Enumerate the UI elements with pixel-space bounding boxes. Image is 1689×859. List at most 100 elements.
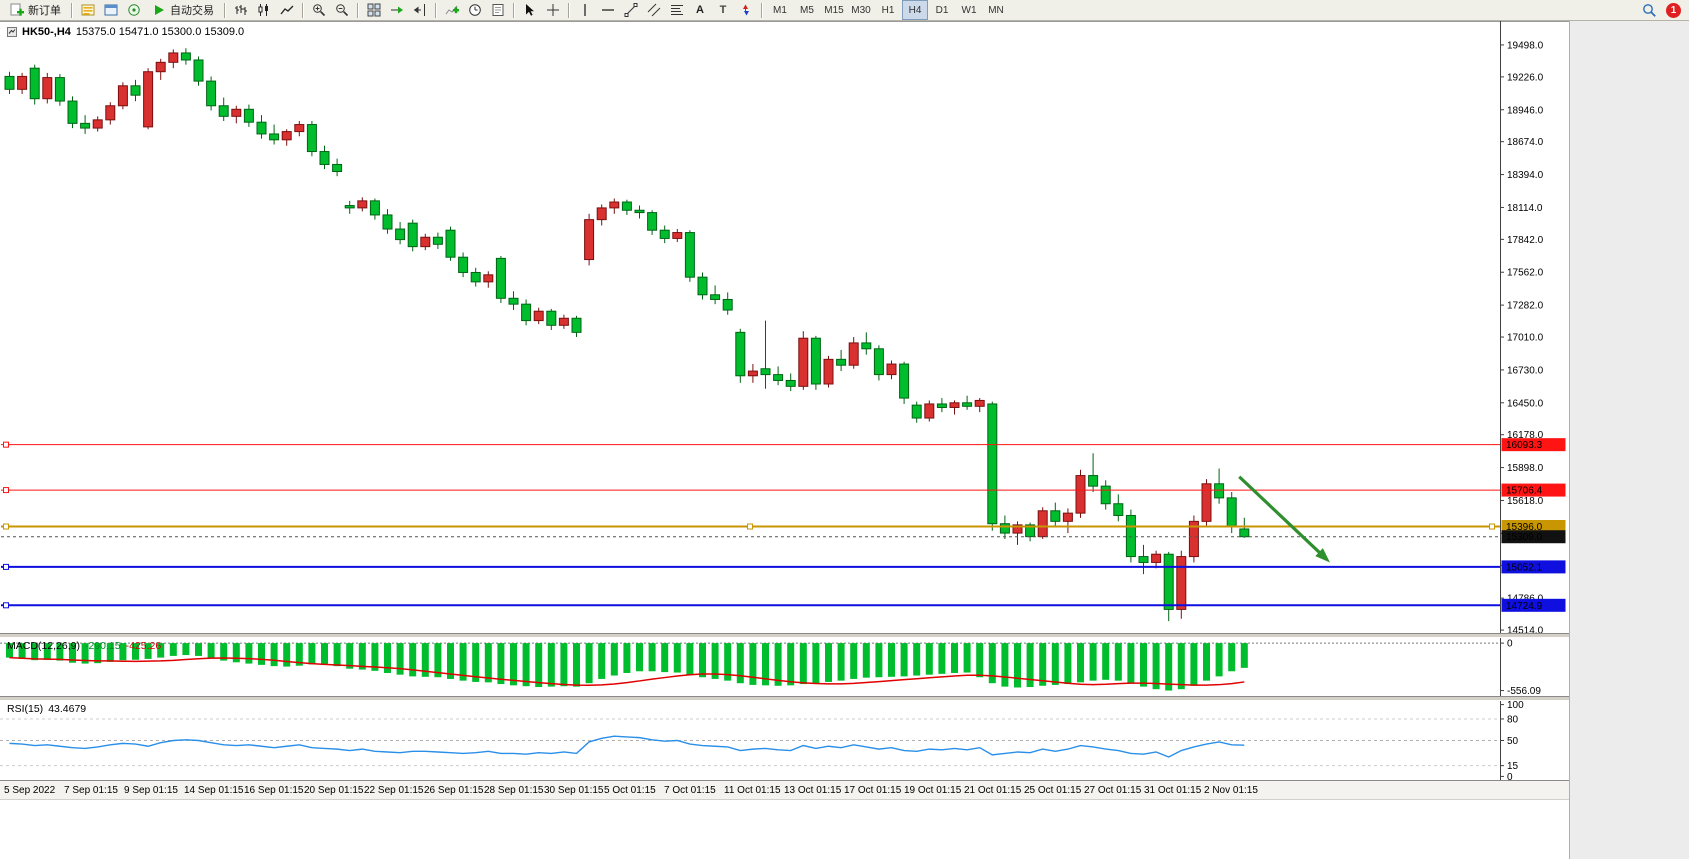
toolbar-separator (357, 2, 359, 18)
timeframe-M30[interactable]: M30 (851, 4, 871, 16)
timeframe-D1[interactable]: D1 (935, 4, 949, 16)
timeframe-group: M1 M5 M15 M30 H1 H4 D1 W1 MN (767, 0, 1009, 20)
search-button[interactable] (1638, 0, 1660, 20)
fibonacci-icon (671, 5, 683, 15)
hline-object-15396.0[interactable] (1, 523, 1500, 530)
hline-object-15052.1[interactable] (1, 563, 1500, 570)
panel-separator[interactable] (0, 695, 1569, 701)
trendline-icon (624, 3, 638, 17)
fibonacci-tool-button[interactable] (666, 0, 688, 20)
navigator-button[interactable] (123, 0, 145, 20)
date-label: 7 Oct 01:15 (664, 784, 716, 796)
timeframe-H1[interactable]: H1 (881, 4, 895, 16)
market-watch-button[interactable] (77, 0, 99, 20)
svg-text:0: 0 (1507, 771, 1513, 779)
bar-chart-button[interactable] (230, 0, 252, 20)
zoom-out-button[interactable] (331, 0, 353, 20)
svg-text:-556.09: -556.09 (1507, 686, 1541, 696)
market-watch-icon (81, 4, 95, 16)
autotrading-play-icon (155, 5, 164, 15)
svg-text:16450.0: 16450.0 (1507, 398, 1544, 409)
arrow-object[interactable] (1238, 475, 1330, 563)
svg-text:19498.0: 19498.0 (1507, 40, 1544, 51)
svg-text:15898.0: 15898.0 (1507, 463, 1544, 474)
timeframe-M1[interactable]: M1 (773, 4, 787, 16)
window-bottom-area (0, 798, 1569, 859)
new-order-button[interactable]: 新订单 (4, 0, 67, 20)
notification-badge[interactable]: 1 (1666, 2, 1681, 18)
date-label: 13 Oct 01:15 (784, 784, 842, 796)
svg-text:15618.0: 15618.0 (1507, 496, 1544, 507)
auto-scroll-button[interactable] (386, 0, 408, 20)
candlestick-chart-button[interactable] (253, 0, 275, 20)
hline-object-15706.4[interactable] (1, 487, 1500, 494)
search-icon (1642, 3, 1656, 17)
date-label: 28 Sep 01:15 (484, 784, 544, 796)
svg-text:15309.0: 15309.0 (1506, 532, 1543, 543)
autotrading-button[interactable]: 自动交易 (146, 0, 220, 20)
date-label: 11 Oct 01:15 (724, 784, 781, 796)
channel-tool-button[interactable] (643, 0, 665, 20)
svg-text:0: 0 (1507, 638, 1513, 649)
hline-object-16093.3[interactable] (1, 441, 1500, 448)
date-label: 22 Sep 01:15 (364, 784, 424, 796)
price-chart-panel[interactable]: 19498.0 19226.0 18946.0 18674.0 18394.0 18114… (0, 21, 1569, 633)
vertical-line-tool-button[interactable] (574, 0, 596, 20)
arrows-tool-button[interactable] (735, 0, 757, 20)
workspace-empty-area (1570, 21, 1689, 859)
timeframe-M15[interactable]: M15 (824, 4, 844, 16)
data-window-button[interactable] (100, 0, 122, 20)
svg-text:17282.0: 17282.0 (1507, 301, 1544, 312)
line-chart-icon (280, 5, 294, 15)
auto-scroll-icon (391, 6, 403, 14)
text-label-tool-glyph: T (719, 4, 727, 16)
hline-object-14724.9[interactable] (1, 602, 1500, 609)
chart-window-hk50: 19498.0 19226.0 18946.0 18674.0 18394.0 18114… (0, 21, 1570, 859)
toolbar-separator (71, 2, 73, 18)
line-chart-button[interactable] (276, 0, 298, 20)
time-axis[interactable]: 5 Sep 2022 7 Sep 01:15 9 Sep 01:15 14 Sep 0… (0, 779, 1569, 799)
tile-windows-icon (367, 3, 381, 17)
horizontal-line-icon (602, 9, 614, 11)
macd-signal-line (9, 656, 1245, 686)
toolbar-separator (761, 2, 763, 18)
macd-histogram (6, 642, 1248, 691)
horizontal-line-tool-button[interactable] (597, 0, 619, 20)
toolbar-separator (435, 2, 437, 18)
toolbar: 新订单 自动交易 (0, 0, 1689, 21)
indicators-button[interactable] (441, 0, 463, 20)
zoom-in-icon (313, 4, 326, 17)
toolbar-right-group: 1 (1638, 0, 1685, 20)
price-axis-badges: 16093.3 15706.4 15396.0 15052.1 14724.9 15309… (1501, 438, 1566, 612)
timeframe-MN[interactable]: MN (988, 4, 1004, 16)
date-label: 27 Oct 01:15 (1084, 784, 1142, 796)
svg-text:18114.0: 18114.0 (1507, 203, 1543, 214)
tile-windows-button[interactable] (363, 0, 385, 20)
chart-shift-button[interactable] (409, 0, 431, 20)
vertical-line-icon (584, 4, 586, 16)
crosshair-tool-button[interactable] (542, 0, 564, 20)
date-label: 7 Sep 01:15 (64, 784, 118, 796)
text-label-tool-button[interactable]: T (712, 0, 734, 20)
text-tool-button[interactable]: A (689, 0, 711, 20)
panel-separator[interactable] (0, 633, 1569, 638)
timeframe-M5[interactable]: M5 (800, 4, 814, 16)
periods-button[interactable] (464, 0, 486, 20)
svg-text:18394.0: 18394.0 (1507, 170, 1544, 181)
zoom-in-button[interactable] (308, 0, 330, 20)
cursor-tool-button[interactable] (519, 0, 541, 20)
bar-chart-icon (235, 5, 247, 15)
svg-text:15052.1: 15052.1 (1506, 562, 1543, 573)
toolbar-separator (568, 2, 570, 18)
trendline-tool-button[interactable] (620, 0, 642, 20)
date-label: 2 Nov 01:15 (1204, 784, 1258, 796)
date-label: 9 Sep 01:15 (124, 784, 178, 796)
svg-text:17562.0: 17562.0 (1507, 268, 1544, 279)
candlestick-chart-icon (258, 4, 268, 16)
timeframe-H4[interactable]: H4 (902, 0, 928, 20)
templates-button[interactable] (487, 0, 509, 20)
timeframe-W1[interactable]: W1 (961, 4, 977, 16)
macd-panel[interactable]: 0 -556.09 MACD(12,26,9) -290.15 -425.26 (0, 637, 1569, 696)
rsi-panel[interactable]: 100 80 50 15 0 RSI(15) 43.4679 (0, 700, 1569, 780)
svg-text:16093.3: 16093.3 (1506, 440, 1543, 451)
